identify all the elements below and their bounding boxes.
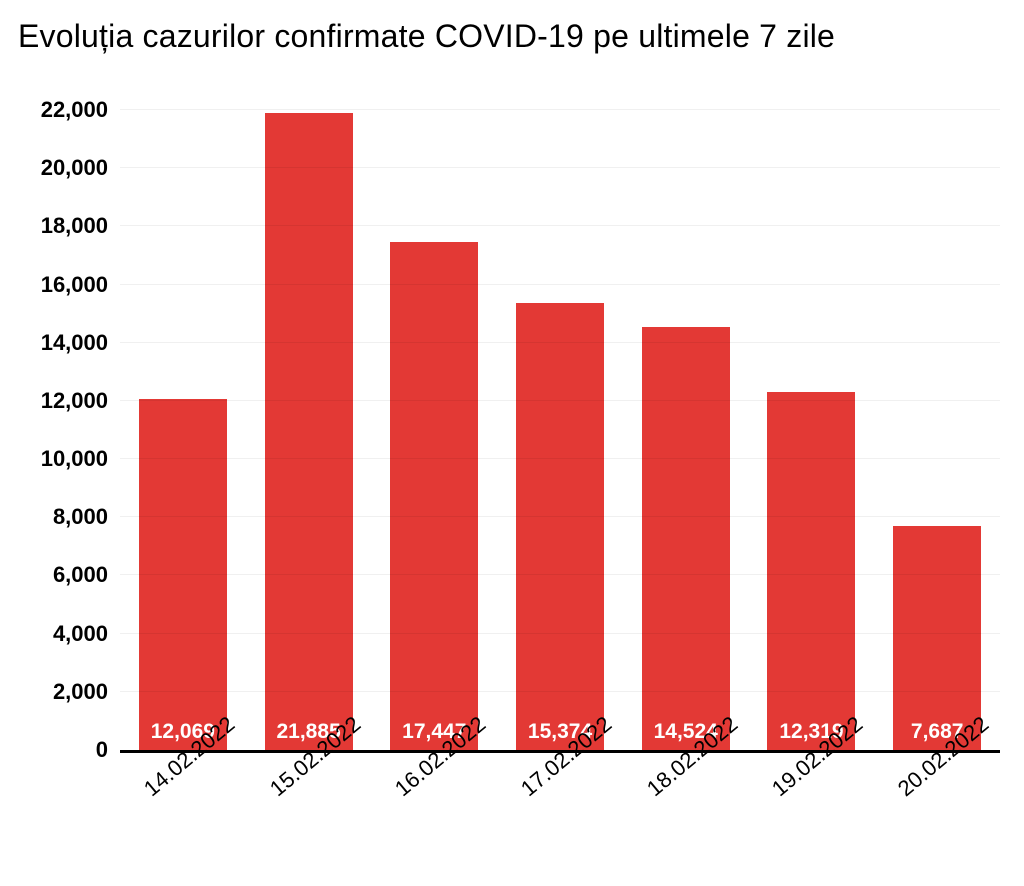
gridline	[120, 400, 1000, 401]
gridline	[120, 574, 1000, 575]
y-tick-label: 2,000	[53, 679, 108, 705]
bar: 7,687	[893, 526, 981, 750]
bar-slot: 17,44716.02.2022	[371, 110, 497, 750]
y-tick-label: 22,000	[41, 97, 108, 123]
gridline	[120, 458, 1000, 459]
gridline	[120, 109, 1000, 110]
bar: 21,885	[265, 113, 353, 750]
y-tick-label: 6,000	[53, 562, 108, 588]
y-tick-label: 4,000	[53, 621, 108, 647]
bar: 15,374	[516, 303, 604, 750]
bar-slot: 12,31919.02.2022	[749, 110, 875, 750]
plot-area: 12,06914.02.202221,88515.02.202217,44716…	[120, 110, 1000, 753]
bar-slot: 12,06914.02.2022	[120, 110, 246, 750]
bar-slot: 14,52418.02.2022	[623, 110, 749, 750]
y-tick-label: 18,000	[41, 213, 108, 239]
bar-slot: 21,88515.02.2022	[246, 110, 372, 750]
y-tick-label: 10,000	[41, 446, 108, 472]
bar: 12,319	[767, 392, 855, 750]
bars-group: 12,06914.02.202221,88515.02.202217,44716…	[120, 110, 1000, 750]
gridline	[120, 633, 1000, 634]
gridline	[120, 167, 1000, 168]
gridline	[120, 225, 1000, 226]
y-tick-label: 14,000	[41, 330, 108, 356]
chart-title: Evoluția cazurilor confirmate COVID-19 p…	[18, 18, 1006, 55]
gridline	[120, 342, 1000, 343]
bar: 17,447	[390, 242, 478, 750]
bar-slot: 15,37417.02.2022	[497, 110, 623, 750]
y-tick-label: 0	[96, 737, 108, 763]
y-tick-label: 12,000	[41, 388, 108, 414]
chart-container: Evoluția cazurilor confirmate COVID-19 p…	[0, 0, 1024, 886]
y-tick-label: 8,000	[53, 504, 108, 530]
y-tick-label: 20,000	[41, 155, 108, 181]
gridline	[120, 516, 1000, 517]
bar: 14,524	[642, 327, 730, 750]
bar-slot: 7,68720.02.2022	[874, 110, 1000, 750]
y-tick-label: 16,000	[41, 272, 108, 298]
gridline	[120, 691, 1000, 692]
gridline	[120, 284, 1000, 285]
